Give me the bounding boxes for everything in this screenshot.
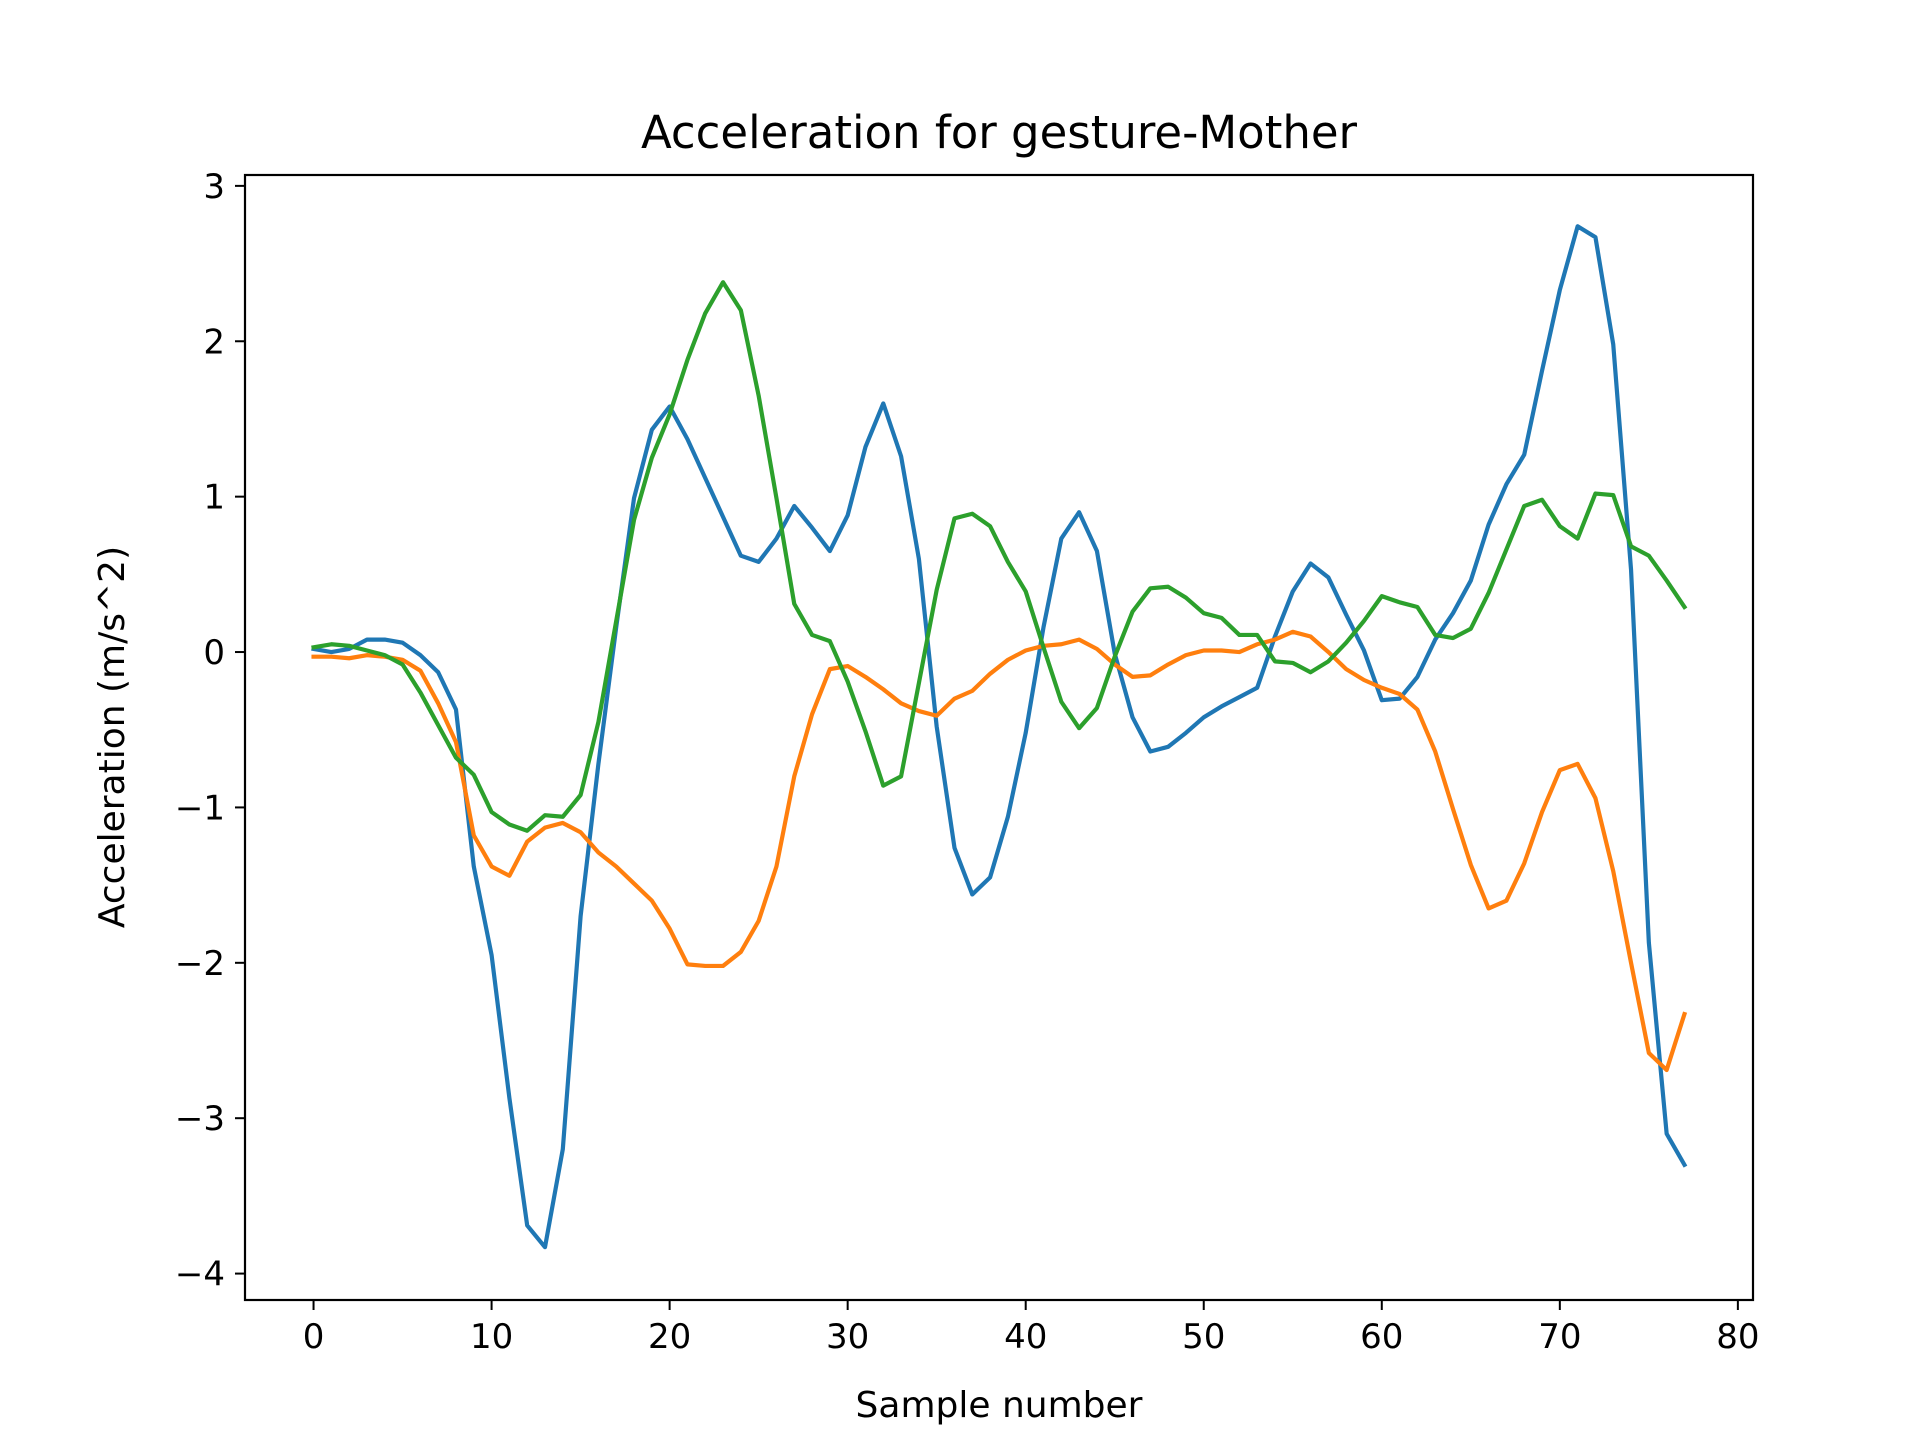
x-axis-label: Sample number bbox=[856, 1385, 1143, 1426]
y-tick-label: 0 bbox=[203, 633, 225, 673]
series-layer bbox=[311, 224, 1688, 1250]
x-tick-label: 30 bbox=[826, 1317, 869, 1357]
y-tick-label: 2 bbox=[203, 322, 225, 362]
y-axis-ticks: 3 2 1 0 −1 −2 −3 −4 bbox=[175, 167, 245, 1295]
x-tick-label: 40 bbox=[1004, 1317, 1047, 1357]
x-tick-label: 20 bbox=[648, 1317, 691, 1357]
chart-title: Acceleration for gesture-Mother bbox=[641, 106, 1358, 159]
y-axis-label: Acceleration (m/s^2) bbox=[92, 546, 133, 928]
y-tick-label: 3 bbox=[203, 167, 225, 207]
y-tick-label: −3 bbox=[175, 1099, 225, 1139]
y-tick-label: −4 bbox=[175, 1255, 225, 1295]
plot-frame bbox=[243, 173, 1755, 1302]
x-tick-label: 0 bbox=[303, 1317, 325, 1357]
y-tick-label: −1 bbox=[175, 788, 225, 828]
plot-area-background bbox=[245, 175, 1753, 1300]
x-tick-label: 70 bbox=[1538, 1317, 1581, 1357]
x-tick-label: 10 bbox=[470, 1317, 513, 1357]
x-tick-label: 80 bbox=[1716, 1317, 1759, 1357]
series-line-1 bbox=[311, 224, 1688, 1250]
x-tick-label: 60 bbox=[1360, 1317, 1403, 1357]
series-line-3 bbox=[311, 280, 1688, 833]
x-tick-label: 50 bbox=[1182, 1317, 1225, 1357]
y-tick-label: −2 bbox=[175, 944, 225, 984]
x-axis-ticks: 0 10 20 30 40 50 60 70 80 bbox=[303, 1300, 1759, 1357]
series-line-2 bbox=[311, 629, 1688, 1073]
y-tick-label: 1 bbox=[203, 478, 225, 518]
